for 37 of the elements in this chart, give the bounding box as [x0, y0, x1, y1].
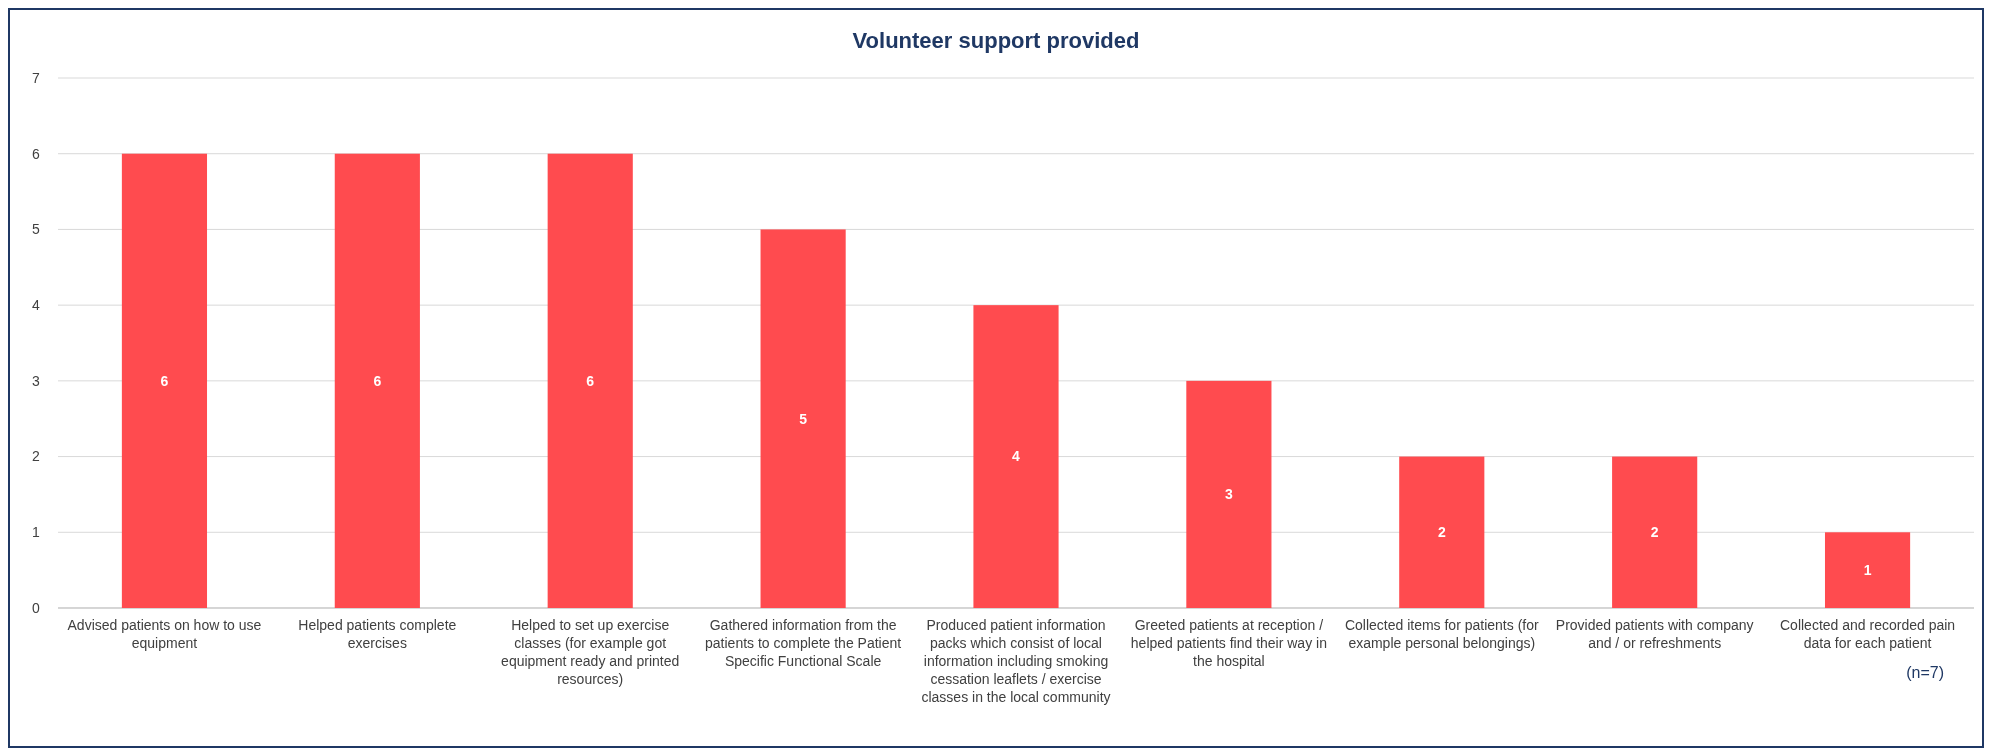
data-label: 2: [1650, 524, 1659, 541]
data-label: 4: [1012, 448, 1021, 465]
data-label: 2: [1437, 524, 1446, 541]
bar: [334, 153, 420, 608]
bar: [547, 153, 633, 608]
x-tick-label: Helped patients complete exercises: [298, 617, 457, 651]
x-tick-label: Collected items for patients (for example personal belongings): [1344, 617, 1539, 651]
bar: [121, 153, 208, 608]
data-label: 6: [373, 372, 382, 389]
text: (n=7): [1906, 664, 1944, 681]
bar: [1399, 456, 1485, 608]
x-tick-label: Advised patients on how to use equipment: [67, 617, 262, 651]
bar: [1186, 380, 1272, 608]
bar: [1612, 456, 1698, 608]
x-tick-label: Collected and recorded pain data for each patient: [1779, 617, 1956, 651]
y-tick-label: 0: [32, 599, 41, 616]
y-tick-label: 5: [32, 221, 41, 238]
y-tick-label: 1: [32, 524, 41, 541]
x-tick-label: Helped to set up exercise classes (for example got equipment ready and printed resources): [501, 617, 680, 687]
data-label: 6: [160, 372, 169, 389]
y-tick-label: 2: [32, 448, 41, 465]
data-label: 6: [586, 372, 595, 389]
y-tick-label: 3: [32, 372, 41, 389]
x-tick-label: Produced patient information packs which consist of local information including smoking cessation leaflets / exercise classes in the local community: [921, 617, 1111, 705]
chart-title: Volunteer support provided: [852, 28, 1140, 53]
data-label: 3: [1224, 486, 1233, 503]
x-tick-label: Provided patients with company and / or refreshments: [1555, 617, 1754, 651]
bar: [760, 229, 846, 608]
data-label: 5: [799, 410, 808, 427]
y-tick-label: 6: [32, 145, 41, 162]
bar: [973, 305, 1059, 608]
y-tick-label: 4: [32, 297, 41, 314]
x-tick-label: Gathered information from the patients to complete the Patient Specific Functional Scale: [705, 617, 902, 669]
data-label: 1: [1863, 562, 1872, 579]
bar: [1824, 532, 1911, 608]
x-tick-label: Greeted patients at reception / helped patients find their way in the hospital: [1130, 617, 1327, 669]
y-tick-label: 7: [32, 69, 41, 86]
